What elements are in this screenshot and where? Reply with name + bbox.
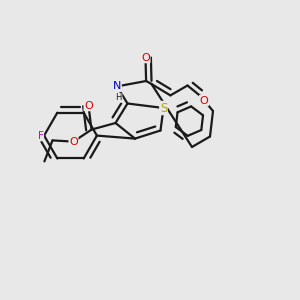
- Text: F: F: [38, 130, 44, 141]
- Text: S: S: [160, 101, 167, 115]
- Text: O: O: [200, 95, 208, 106]
- Text: O: O: [69, 136, 78, 147]
- Text: N: N: [113, 81, 121, 92]
- Text: O: O: [141, 52, 150, 63]
- Text: H: H: [116, 93, 122, 102]
- Text: O: O: [84, 100, 93, 111]
